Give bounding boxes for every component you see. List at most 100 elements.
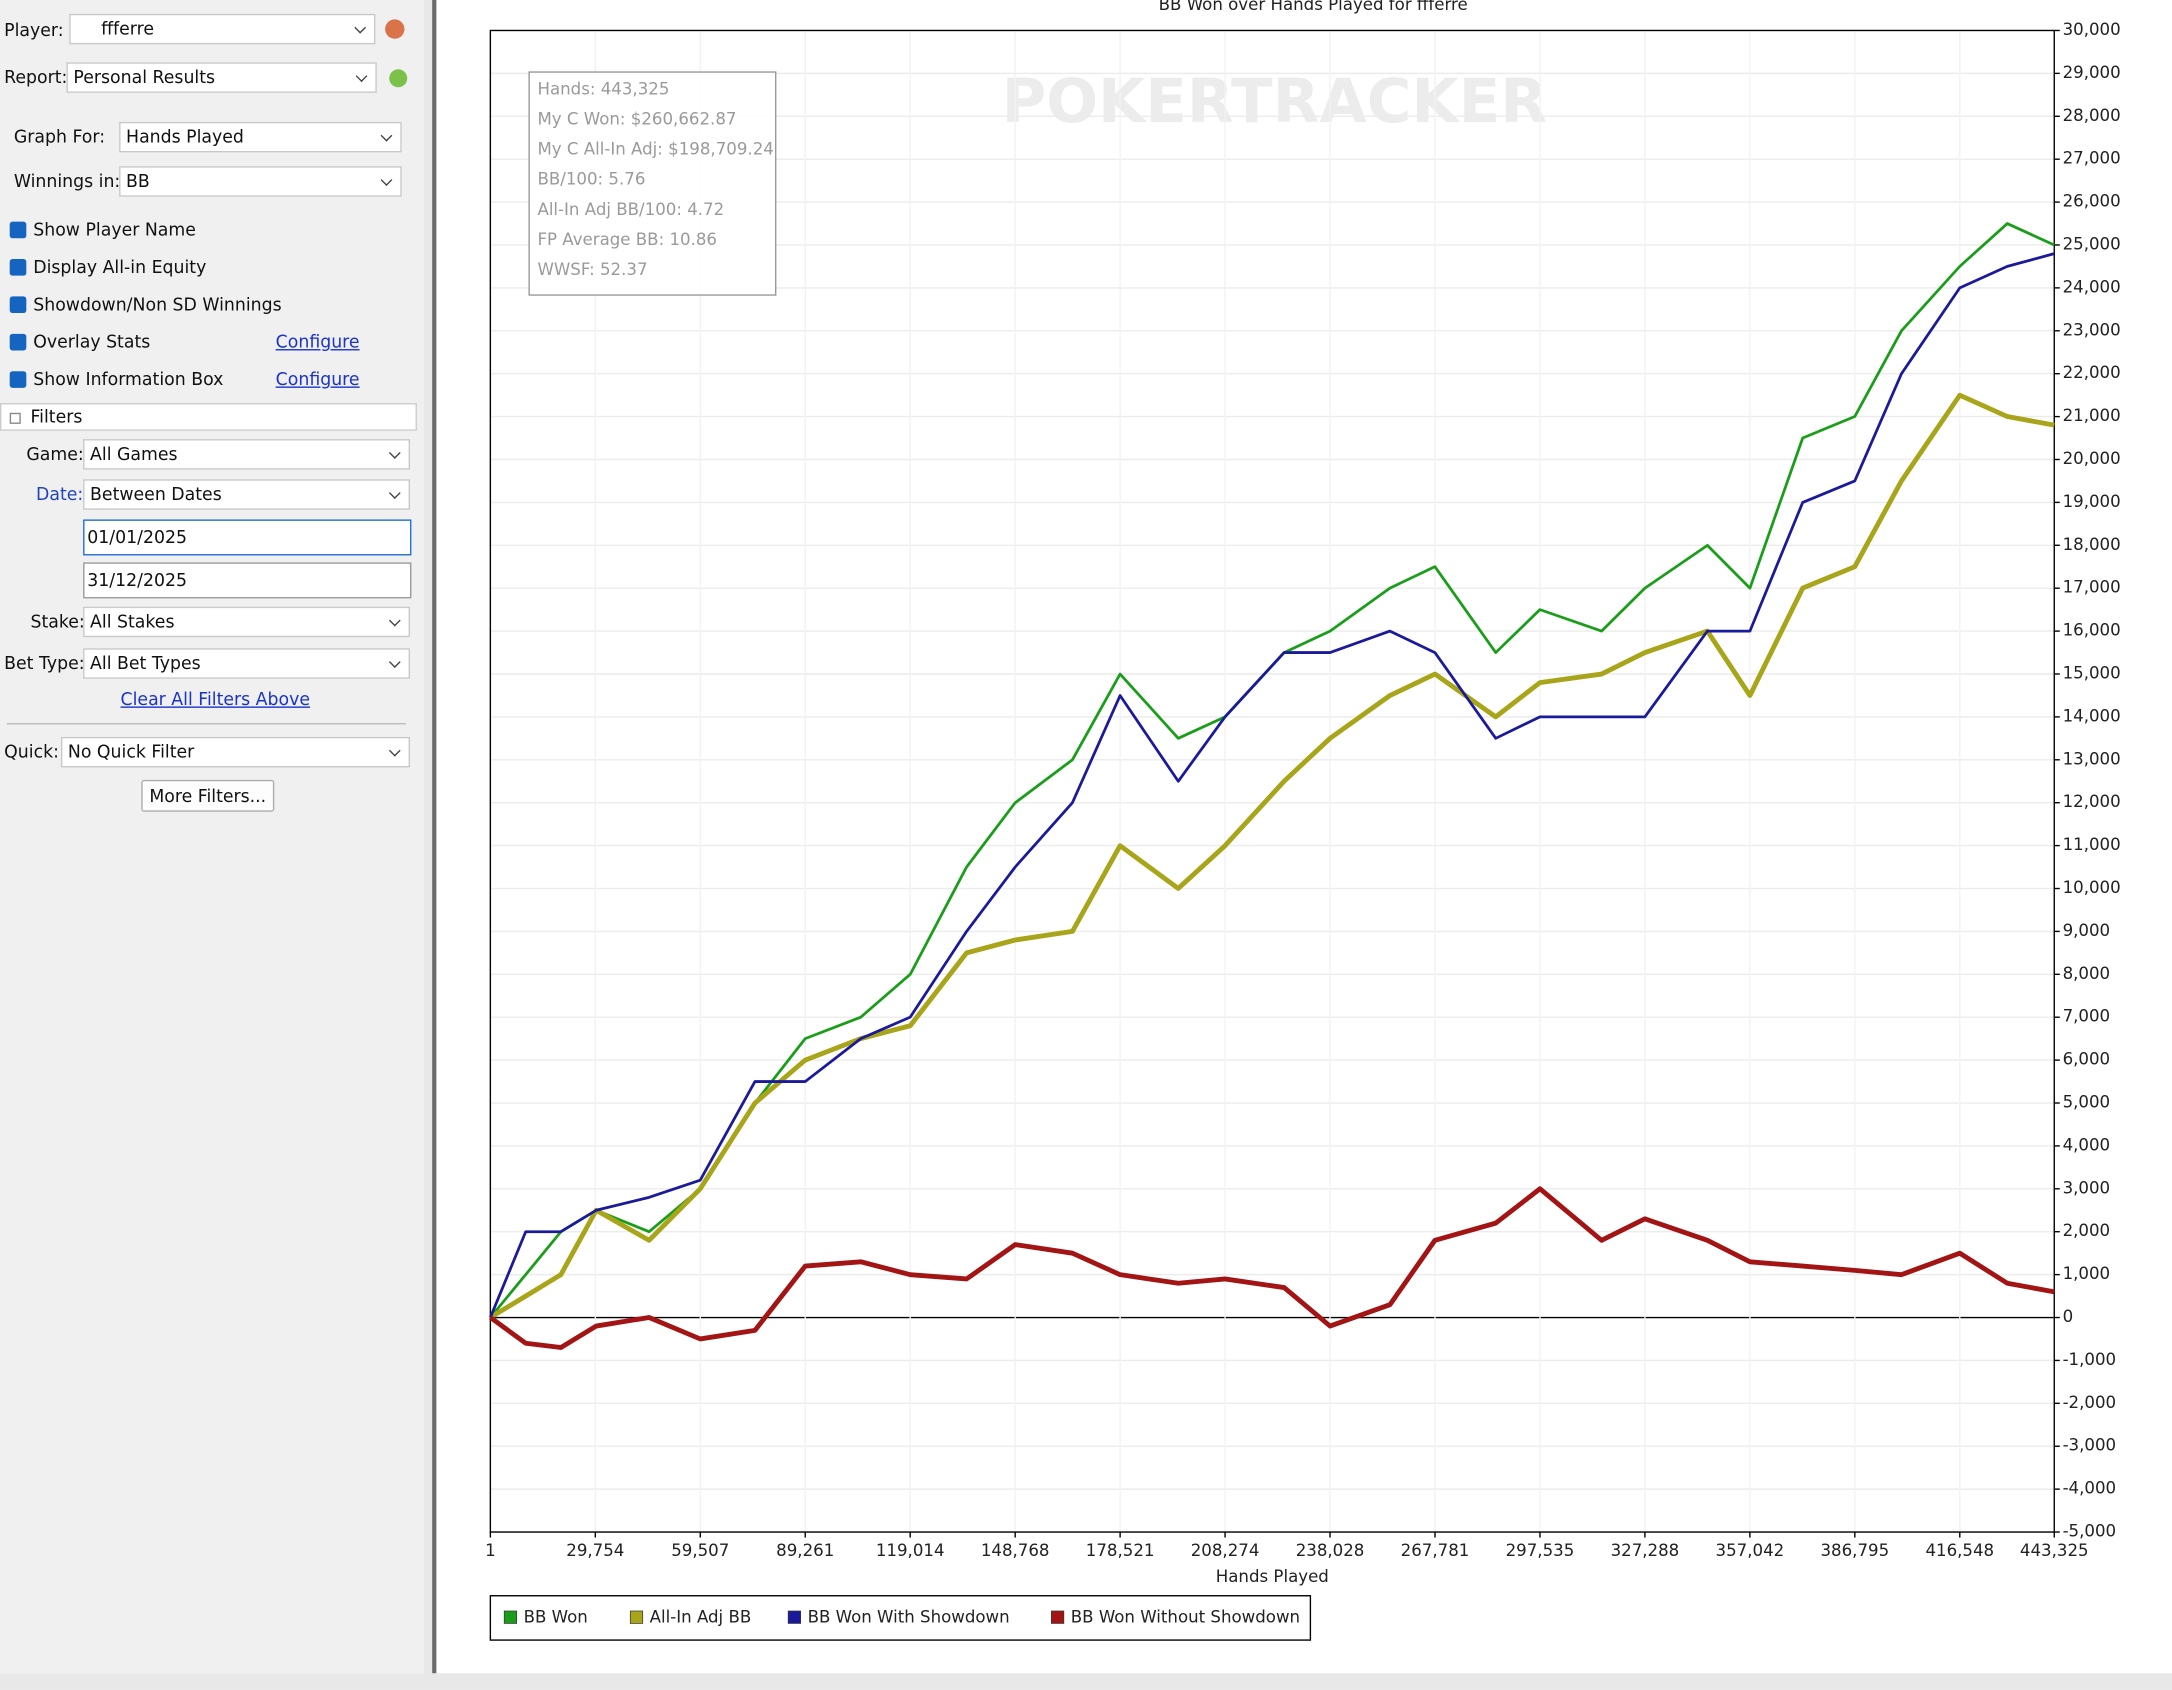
y-tick-label: 30,000 <box>2063 20 2121 39</box>
value: No Quick Filter <box>67 741 195 762</box>
y-tick-label: 27,000 <box>2063 149 2121 168</box>
value: Hands Played <box>126 126 244 147</box>
x-tick-label: 208,274 <box>1191 1541 1260 1560</box>
label: Player: <box>4 19 64 41</box>
label: Quick: <box>4 741 59 762</box>
start-date-input[interactable]: 01/01/2025 <box>83 519 412 556</box>
value: Between Dates <box>90 483 222 505</box>
checkbox[interactable] <box>9 333 27 351</box>
y-tick-label: 9,000 <box>2063 921 2111 940</box>
legend-swatch <box>629 1610 644 1624</box>
button-label: More Filters... <box>149 785 267 807</box>
stake-dropdown[interactable]: All Stakes <box>83 606 411 638</box>
x-tick-label: 119,014 <box>876 1541 945 1560</box>
separator <box>6 723 406 725</box>
value: 01/01/2025 <box>87 526 188 548</box>
checkbox[interactable] <box>9 296 27 314</box>
y-tick-label: 13,000 <box>2063 749 2121 768</box>
x-axis-label: Hands Played <box>1216 1567 1329 1586</box>
report-dropdown[interactable]: Personal Results <box>66 62 377 93</box>
configure-link[interactable]: Configure <box>275 368 360 390</box>
info-line: My C Won: $260,662.87 <box>537 110 736 129</box>
option-label: Overlay Stats <box>33 331 151 352</box>
filters-header[interactable]: Filters <box>0 403 417 431</box>
player-icon[interactable] <box>385 19 405 39</box>
x-tick-label: 89,261 <box>776 1541 834 1560</box>
checkbox[interactable] <box>9 221 27 239</box>
y-tick-label: 10,000 <box>2063 878 2121 897</box>
watermark: POKERTRACKER <box>1002 66 1548 137</box>
legend-label: BB Won Without Showdown <box>1071 1607 1300 1626</box>
info-line: WWSF: 52.37 <box>537 260 647 279</box>
y-tick-label: 16,000 <box>2063 621 2121 640</box>
y-tick-label: 8,000 <box>2063 964 2111 983</box>
y-tick-label: 5,000 <box>2063 1093 2111 1112</box>
checkbox[interactable] <box>9 371 27 388</box>
y-tick-label: 28,000 <box>2063 106 2121 125</box>
value: 31/12/2025 <box>87 569 188 591</box>
legend-swatch <box>503 1610 518 1624</box>
status-strip <box>0 1673 2172 1690</box>
y-tick-label: 12,000 <box>2063 792 2121 811</box>
splitter[interactable] <box>423 0 437 1674</box>
clear-filters-link[interactable]: Clear All Filters Above <box>120 688 311 710</box>
chart-title: BB Won over Hands Played for ffferre <box>1159 0 1468 14</box>
y-tick-label: 2,000 <box>2063 1221 2111 1240</box>
status-icon <box>389 69 408 88</box>
y-tick-label: 23,000 <box>2063 320 2121 339</box>
label: Report: <box>4 66 68 88</box>
option-label: Show Information Box <box>33 368 224 390</box>
info-line: BB/100: 5.76 <box>537 170 645 189</box>
info-line: All-In Adj BB/100: 4.72 <box>537 200 724 219</box>
x-tick-label: 443,325 <box>2020 1541 2089 1560</box>
legend-label: BB Won <box>524 1607 588 1626</box>
label: Winnings in: <box>13 170 121 192</box>
legend-box <box>489 1595 1312 1641</box>
info-line: FP Average BB: 10.86 <box>537 230 717 249</box>
x-tick-label: 238,028 <box>1296 1541 1365 1560</box>
x-tick-label: 357,042 <box>1716 1541 1785 1560</box>
value: All Games <box>90 443 178 465</box>
sidebar: Player: ffferre Report: Personal Results… <box>0 0 424 1674</box>
value: All Bet Types <box>90 652 201 674</box>
x-tick-label: 297,535 <box>1506 1541 1575 1560</box>
value: All Stakes <box>90 610 175 632</box>
end-date-input[interactable]: 31/12/2025 <box>83 562 412 599</box>
winnings-dropdown[interactable]: BB <box>119 166 402 197</box>
graph-for-dropdown[interactable]: Hands Played <box>119 121 402 153</box>
y-tick-label: 15,000 <box>2063 663 2121 682</box>
y-tick-label: -1,000 <box>2063 1350 2117 1369</box>
series-line <box>489 252 2055 1318</box>
collapse-icon <box>9 412 21 424</box>
checkbox[interactable] <box>9 259 27 276</box>
x-tick-label: 267,781 <box>1401 1541 1470 1560</box>
date-dropdown[interactable]: Between Dates <box>83 479 411 510</box>
y-tick-label: 29,000 <box>2063 63 2121 82</box>
more-filters-button[interactable]: More Filters... <box>141 779 275 812</box>
label: Stake: <box>30 610 85 632</box>
y-tick-label: 25,000 <box>2063 234 2121 253</box>
label: Graph For: <box>13 126 106 147</box>
y-tick-label: 19,000 <box>2063 492 2121 511</box>
legend-label: BB Won With Showdown <box>808 1607 1010 1626</box>
y-tick-label: -4,000 <box>2063 1479 2117 1498</box>
y-tick-label: -5,000 <box>2063 1522 2117 1541</box>
option-label: Display All-in Equity <box>33 256 207 278</box>
option-label: Show Player Name <box>33 218 196 240</box>
legend-swatch <box>787 1610 801 1624</box>
series-line <box>488 1186 2055 1350</box>
legend-label: All-In Adj BB <box>650 1607 752 1626</box>
y-tick-label: 1,000 <box>2063 1264 2111 1283</box>
y-tick-label: 22,000 <box>2063 363 2121 382</box>
bet-type-dropdown[interactable]: All Bet Types <box>83 648 411 679</box>
y-tick-label: 26,000 <box>2063 192 2121 211</box>
y-tick-label: 7,000 <box>2063 1007 2111 1026</box>
y-tick-label: 17,000 <box>2063 578 2121 597</box>
y-tick-label: 21,000 <box>2063 406 2121 425</box>
info-box <box>528 71 777 296</box>
configure-link[interactable]: Configure <box>275 331 360 352</box>
game-dropdown[interactable]: All Games <box>83 439 411 470</box>
player-dropdown[interactable]: ffferre <box>69 13 376 45</box>
quick-dropdown[interactable]: No Quick Filter <box>60 736 411 768</box>
